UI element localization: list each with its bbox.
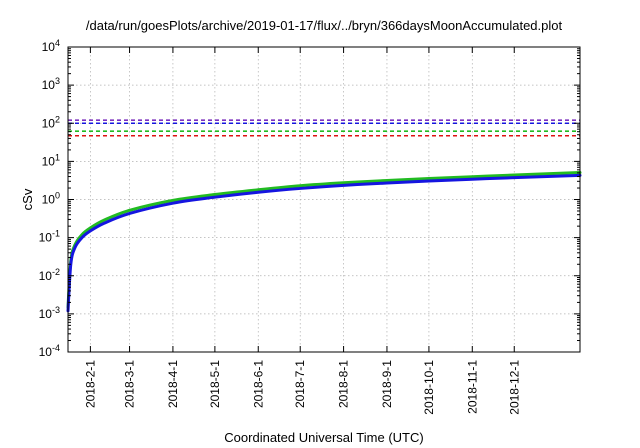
y-tick-label: 10-3 xyxy=(39,305,60,321)
series-layer xyxy=(66,171,582,313)
y-tick-label: 10-2 xyxy=(39,267,60,283)
x-tick-label: 2018-8-1 xyxy=(337,360,351,408)
x-tick-label: 2018-12-1 xyxy=(507,360,521,415)
x-tick-label: 2018-2-1 xyxy=(83,360,97,408)
x-axis-label: Coordinated Universal Time (UTC) xyxy=(224,430,423,445)
x-tick-label: 2018-10-1 xyxy=(422,360,436,415)
x-tick-label: 2018-5-1 xyxy=(208,360,222,408)
y-tick-label: 103 xyxy=(42,76,60,92)
y-tick-label: 104 xyxy=(42,38,60,54)
x-tick-label: 2018-4-1 xyxy=(166,360,180,408)
y-tick-label: 10-1 xyxy=(39,229,60,245)
axis-ticks xyxy=(68,46,580,353)
series-line xyxy=(66,173,582,313)
y-tick-label: 100 xyxy=(42,191,60,207)
x-tick-label: 2018-11-1 xyxy=(465,360,479,414)
y-tick-label: 101 xyxy=(42,152,60,168)
x-tick-labels: 2018-2-1 2018-3-1 2018-4-1 2018-5-1 2018-6-1… xyxy=(83,360,521,415)
y-tick-label: 10-4 xyxy=(39,343,60,359)
x-tick-label: 2018-9-1 xyxy=(380,360,394,408)
y-axis-label: cSv xyxy=(20,188,35,210)
series-line xyxy=(66,171,582,309)
grid xyxy=(68,47,580,352)
y-tick-labels: 10-4 10-3 10-2 10-1 100 101 102 103 104 xyxy=(39,38,60,359)
chart-title: /data/run/goesPlots/archive/2019-01-17/f… xyxy=(86,18,563,33)
x-tick-label: 2018-6-1 xyxy=(251,360,265,408)
reference-lines xyxy=(68,119,580,137)
x-tick-label: 2018-3-1 xyxy=(123,360,137,408)
y-tick-label: 102 xyxy=(42,114,60,130)
x-tick-label: 2018-7-1 xyxy=(293,360,307,408)
